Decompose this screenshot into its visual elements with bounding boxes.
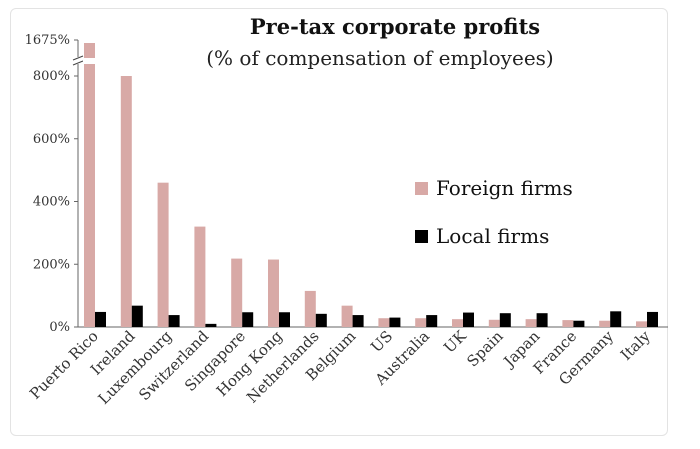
legend-local: Local firms	[415, 224, 549, 248]
bar-foreign	[194, 226, 206, 327]
bar-local	[315, 313, 327, 327]
bar-local	[168, 315, 180, 327]
bar-local	[426, 315, 438, 327]
y-tick-label: 400%	[33, 195, 70, 210]
bar-local	[279, 312, 290, 327]
bar-local	[536, 313, 548, 327]
axis-break-mark	[72, 55, 84, 61]
y-tick-label: 600%	[33, 132, 70, 147]
bar-foreign	[341, 305, 353, 327]
x-tick-label: UK	[440, 327, 470, 357]
bar-foreign	[599, 320, 611, 327]
axis-break-gap	[73, 57, 83, 64]
legend-foreign: Foreign firms	[415, 176, 573, 200]
x-tick-label: US	[367, 327, 396, 356]
bar-foreign	[268, 259, 279, 327]
bar-local	[499, 313, 511, 327]
chart-title: Pre-tax corporate profits	[249, 14, 541, 39]
bar-foreign	[636, 321, 647, 327]
bar-foreign	[84, 43, 95, 327]
legend-label-local: Local firms	[436, 224, 550, 248]
x-tick-label: Italy	[617, 327, 654, 364]
y-tick-label: 200%	[33, 257, 70, 272]
chart-subtitle: (% of compensation of employees)	[206, 46, 554, 70]
bar-foreign	[452, 319, 463, 327]
bar-foreign	[488, 319, 500, 327]
y-break-label: 1675%	[25, 33, 70, 48]
bar-foreign	[157, 182, 169, 327]
chart-card	[10, 8, 668, 436]
bar-local	[205, 323, 217, 327]
legend-swatch-local	[415, 229, 428, 243]
bar-local	[95, 311, 106, 327]
y-tick-label: 0%	[49, 320, 70, 335]
bar-break-gap	[83, 58, 96, 64]
axis-break-mark	[72, 60, 84, 66]
bar-foreign	[231, 258, 243, 327]
legend-swatch-foreign	[415, 181, 428, 195]
bar-local	[647, 311, 658, 327]
y-tick-label: 800%	[33, 69, 70, 84]
bar-local	[389, 317, 401, 327]
bar-local	[573, 320, 585, 327]
bar-local	[610, 311, 622, 327]
bar-foreign	[562, 320, 574, 327]
x-tick-label: Spain	[463, 327, 507, 371]
bar-foreign	[304, 290, 316, 327]
bar-foreign	[415, 318, 427, 327]
legend-label-foreign: Foreign firms	[436, 176, 573, 200]
bar-local	[352, 315, 364, 327]
bar-local	[242, 312, 254, 327]
bar-local	[463, 312, 474, 327]
bar-foreign	[525, 319, 537, 327]
bar-local	[131, 305, 143, 327]
bar-foreign	[378, 318, 390, 327]
bar-foreign	[120, 76, 132, 327]
